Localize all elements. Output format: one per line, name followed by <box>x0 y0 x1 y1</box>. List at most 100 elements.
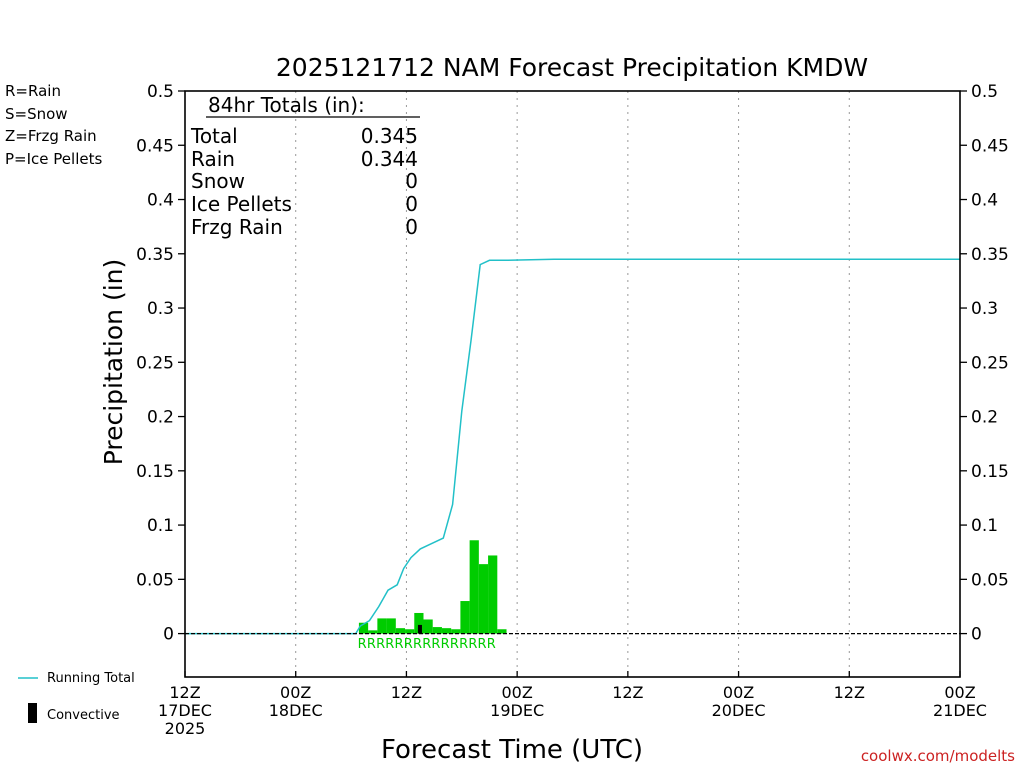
totals-label-snow: Snow <box>191 169 245 193</box>
rain-bar-1 <box>368 630 378 634</box>
totals-box: 84hr Totals (in): Total 0.345 Rain 0.344… <box>190 93 420 239</box>
rain-bar-3 <box>386 618 396 634</box>
legend-running-total: Running Total <box>47 671 135 686</box>
totals-value-ice-pellets: 0 <box>405 192 418 216</box>
running-total-group <box>185 258 960 635</box>
rain-bar-8 <box>432 627 442 634</box>
x-tick-label-0-0: 12Z <box>169 683 200 702</box>
x-tick-label-2-0: 12Z <box>391 683 422 702</box>
y-tick-label-left-7: 0.35 <box>136 245 174 265</box>
y-tick-label-right-9: 0.45 <box>971 136 1009 156</box>
y-tick-label-left-6: 0.3 <box>147 299 174 319</box>
y-tick-label-right-1: 0.05 <box>971 570 1009 590</box>
ptype-letter-1: R <box>367 637 376 652</box>
y-tick-label-left-10: 0.5 <box>147 82 174 102</box>
totals-label-rain: Rain <box>191 147 235 171</box>
totals-value-total: 0.345 <box>361 124 418 148</box>
ptype-letter-7: R <box>422 637 431 652</box>
y-tick-label-left-1: 0.05 <box>136 570 174 590</box>
legend-snow: S=Snow <box>5 105 68 123</box>
y-tick-label-right-10: 0.5 <box>971 82 998 102</box>
totals-label-total: Total <box>190 124 238 148</box>
ptype-letter-2: R <box>376 637 385 652</box>
ptype-letter-8: R <box>431 637 440 652</box>
x-tick-label-7-0: 00Z <box>944 683 975 702</box>
rain-bar-2 <box>377 618 387 634</box>
y-tick-label-right-7: 0.35 <box>971 245 1009 265</box>
y-tick-label-left-4: 0.2 <box>147 408 174 428</box>
ptype-letter-3: R <box>385 637 394 652</box>
ptype-letter-10: R <box>450 637 459 652</box>
ptype-letter-9: R <box>441 637 450 652</box>
totals-title: 84hr Totals (in): <box>208 93 365 117</box>
vertical-gridlines <box>295 91 850 677</box>
rain-bar-10 <box>451 629 461 634</box>
x-tick-label-1-0: 00Z <box>280 683 311 702</box>
ptype-letter-5: R <box>404 637 413 652</box>
legend-convective: Convective <box>47 708 120 723</box>
ptype-letter-12: R <box>468 637 477 652</box>
totals-value-snow: 0 <box>405 169 418 193</box>
x-tick-label-4-0: 12Z <box>612 683 643 702</box>
x-tick-label-1-1: 18DEC <box>269 701 323 720</box>
rain-bar-7 <box>423 619 433 634</box>
y-tick-label-right-0: 0 <box>971 625 982 645</box>
ptype-letter-0: R <box>358 637 367 652</box>
rain-bar-9 <box>441 628 452 634</box>
y-ticks-right: 0 0.05 0.1 0.15 0.2 0.25 0.3 0.35 0.4 0.45 0.5 <box>960 82 1009 645</box>
y-axis-label: Precipitation (in) <box>99 259 128 466</box>
x-tick-label-0-1: 17DEC <box>158 701 212 720</box>
ptype-letter-11: R <box>459 637 468 652</box>
y-tick-label-right-2: 0.1 <box>971 516 998 536</box>
ptype-letter-13: R <box>478 637 487 652</box>
y-tick-label-left-3: 0.15 <box>136 462 174 482</box>
y-tick-label-left-8: 0.4 <box>147 191 174 211</box>
legend-frzg-rain: Z=Frzg Rain <box>5 127 97 145</box>
rain-bar-0 <box>358 622 369 634</box>
totals-label-frzg-rain: Frzg Rain <box>191 215 283 239</box>
legend-rain: R=Rain <box>5 82 61 100</box>
convective-bar-0 <box>417 624 422 634</box>
rain-bar-13 <box>478 564 489 634</box>
y-tick-label-right-8: 0.4 <box>971 191 998 211</box>
y-tick-label-left-2: 0.1 <box>147 516 174 536</box>
credit-text: coolwx.com/modelts <box>861 747 1015 765</box>
bars-group <box>358 540 507 634</box>
rain-bar-15 <box>497 629 507 634</box>
totals-value-rain: 0.344 <box>361 147 418 171</box>
y-tick-label-left-9: 0.45 <box>136 136 174 156</box>
rain-bar-4 <box>395 628 406 634</box>
rain-bar-11 <box>460 601 470 634</box>
y-tick-label-left-5: 0.25 <box>136 353 174 373</box>
x-tick-label-5-1: 20DEC <box>712 701 766 720</box>
x-tick-label-5-0: 00Z <box>723 683 754 702</box>
convective-swatch <box>28 703 37 723</box>
x-tick-label-0-2: 2025 <box>165 719 206 738</box>
y-tick-label-right-4: 0.2 <box>971 408 998 428</box>
rain-bar-14 <box>488 555 498 634</box>
ptype-letter-6: R <box>413 637 422 652</box>
running-total-line <box>185 258 960 635</box>
y-ticks-left: 0 0.05 0.1 0.15 0.2 0.25 0.3 0.35 0.4 0.45 0.5 <box>136 82 185 645</box>
x-tick-label-6-0: 12Z <box>834 683 865 702</box>
y-tick-label-left-0: 0 <box>163 625 174 645</box>
rain-bar-12 <box>469 540 479 634</box>
totals-value-frzg-rain: 0 <box>405 215 418 239</box>
rain-bar-5 <box>405 629 415 634</box>
y-tick-label-right-6: 0.3 <box>971 299 998 319</box>
chart-title: 2025121712 NAM Forecast Precipitation KM… <box>276 53 868 82</box>
ptype-legend: R=Rain S=Snow Z=Frzg Rain P=Ice Pellets <box>5 82 102 168</box>
x-axis-label: Forecast Time (UTC) <box>381 735 643 765</box>
plot-frame <box>184 90 961 678</box>
x-tick-label-3-1: 19DEC <box>490 701 544 720</box>
totals-label-ice-pellets: Ice Pellets <box>191 192 292 216</box>
rain-bar-6 <box>414 612 424 634</box>
x-tick-label-3-0: 00Z <box>501 683 532 702</box>
ptype-letter-14: R <box>487 637 496 652</box>
series-legend: Running Total Convective <box>18 671 135 723</box>
ptype-letter-4: R <box>395 637 404 652</box>
y-tick-label-right-5: 0.25 <box>971 353 1009 373</box>
